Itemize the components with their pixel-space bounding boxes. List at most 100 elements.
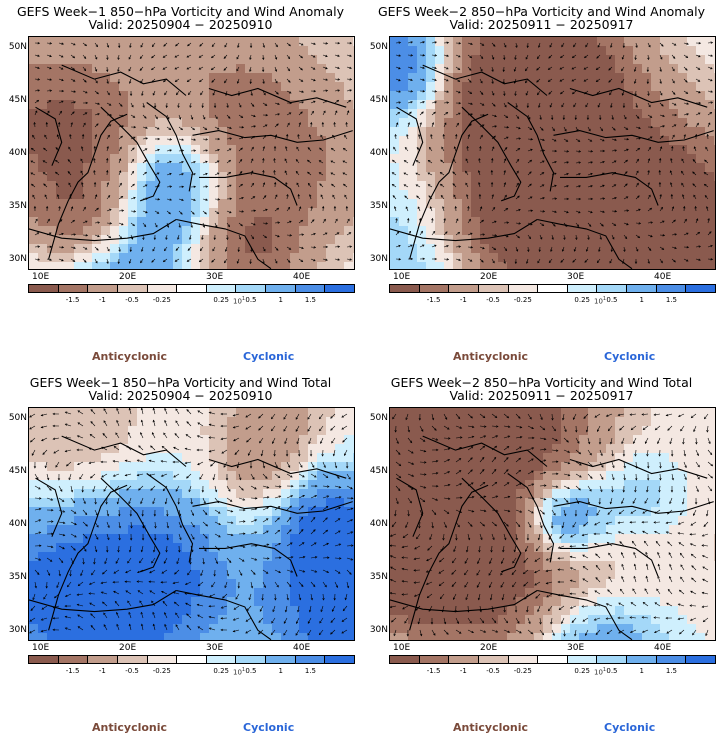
- vorticity-cell: [74, 534, 84, 544]
- vorticity-cell: [390, 100, 400, 110]
- vorticity-cell: [173, 262, 183, 269]
- wind-vector: [55, 159, 60, 164]
- wind-vector: [238, 569, 243, 576]
- vorticity-cell: [453, 253, 463, 263]
- vorticity-cell: [146, 633, 156, 640]
- lat-label: 30N: [8, 625, 27, 635]
- vorticity-cell: [705, 417, 715, 427]
- vorticity-cell: [182, 118, 192, 128]
- vorticity-cell: [218, 37, 228, 47]
- vorticity-cell: [308, 606, 318, 616]
- vorticity-cell: [444, 100, 454, 110]
- vorticity-cell: [669, 417, 679, 427]
- wind-vector: [635, 126, 641, 130]
- vorticity-cell: [678, 253, 688, 263]
- vorticity-cell: [119, 444, 129, 454]
- vorticity-cell: [83, 633, 93, 640]
- vorticity-cell: [471, 444, 481, 454]
- vorticity-cell: [254, 570, 264, 580]
- vorticity-cell: [408, 417, 418, 427]
- vorticity-cell: [606, 91, 616, 101]
- wind-vector: [310, 66, 316, 70]
- vorticity-cell: [570, 480, 580, 490]
- vorticity-cell: [281, 100, 291, 110]
- coastline: [100, 106, 161, 202]
- vorticity-cell: [254, 226, 264, 236]
- vorticity-cell: [344, 471, 354, 481]
- vorticity-cell: [534, 109, 544, 119]
- vorticity-cell: [101, 172, 111, 182]
- wind-vector: [141, 533, 145, 541]
- vorticity-cell: [74, 498, 84, 508]
- vorticity-cell: [498, 181, 508, 191]
- wind-vector: [431, 122, 435, 128]
- wind-vector: [250, 581, 254, 589]
- vorticity-cell: [642, 37, 652, 47]
- wind-vector: [80, 170, 84, 176]
- vorticity-cell: [164, 534, 174, 544]
- wind-vector: [187, 569, 192, 576]
- vorticity-cell: [227, 588, 237, 598]
- vorticity-cell: [236, 606, 246, 616]
- wind-vector: [319, 413, 324, 420]
- vorticity-cell: [399, 426, 409, 436]
- vorticity-cell: [290, 46, 300, 56]
- wind-vector: [103, 485, 108, 492]
- vorticity-cell: [660, 82, 670, 92]
- vorticity-cell: [408, 453, 418, 463]
- vorticity-cell: [227, 73, 237, 83]
- vorticity-cell: [435, 426, 445, 436]
- wind-vector: [89, 434, 96, 439]
- vorticity-cell: [660, 154, 670, 164]
- vorticity-cell: [426, 73, 436, 83]
- vorticity-cell: [326, 154, 336, 164]
- wind-vector: [89, 602, 96, 607]
- wind-vector: [138, 445, 144, 451]
- vorticity-cell: [317, 64, 327, 74]
- colorbar-segment: [266, 656, 296, 663]
- vorticity-cell: [326, 624, 336, 634]
- lat-label: 45N: [369, 466, 388, 476]
- vorticity-cell: [480, 462, 490, 472]
- wind-vector: [274, 123, 279, 128]
- wind-vector: [633, 66, 637, 72]
- vorticity-cell: [390, 507, 400, 517]
- vorticity-cell: [326, 489, 336, 499]
- vorticity-cell: [344, 426, 354, 436]
- wind-vector: [58, 521, 66, 524]
- vorticity-cell: [308, 82, 318, 92]
- wind-vector: [334, 496, 342, 499]
- vorticity-cell: [480, 136, 490, 146]
- vorticity-cell: [507, 118, 517, 128]
- vorticity-cell: [155, 253, 165, 263]
- vorticity-cell: [308, 190, 318, 200]
- vorticity-cell: [38, 561, 48, 571]
- vorticity-cell: [281, 82, 291, 92]
- wind-vector: [94, 90, 99, 95]
- vorticity-cell: [74, 561, 84, 571]
- vorticity-cell: [254, 543, 264, 553]
- vorticity-cell: [146, 516, 156, 526]
- wind-vector: [82, 112, 88, 116]
- wind-vector: [69, 569, 72, 577]
- wind-vector: [334, 581, 338, 588]
- vorticity-cell: [263, 453, 273, 463]
- vorticity-cell: [245, 262, 255, 269]
- vorticity-cell: [290, 588, 300, 598]
- vorticity-cell: [65, 525, 75, 535]
- vorticity-cell: [218, 91, 228, 101]
- vorticity-cell: [543, 64, 553, 74]
- vorticity-cell: [624, 253, 634, 263]
- vorticity-cell: [182, 471, 192, 481]
- vorticity-cell: [651, 64, 661, 74]
- wind-vector: [70, 111, 75, 116]
- vorticity-cell: [633, 444, 643, 454]
- wind-vector: [551, 138, 557, 142]
- wind-vector: [58, 78, 64, 82]
- vorticity-cell: [353, 408, 354, 418]
- vorticity-cell: [471, 145, 481, 155]
- vorticity-cell: [696, 244, 706, 254]
- vorticity-cell: [696, 46, 706, 56]
- vorticity-cell: [444, 46, 454, 56]
- vorticity-cell: [714, 163, 715, 173]
